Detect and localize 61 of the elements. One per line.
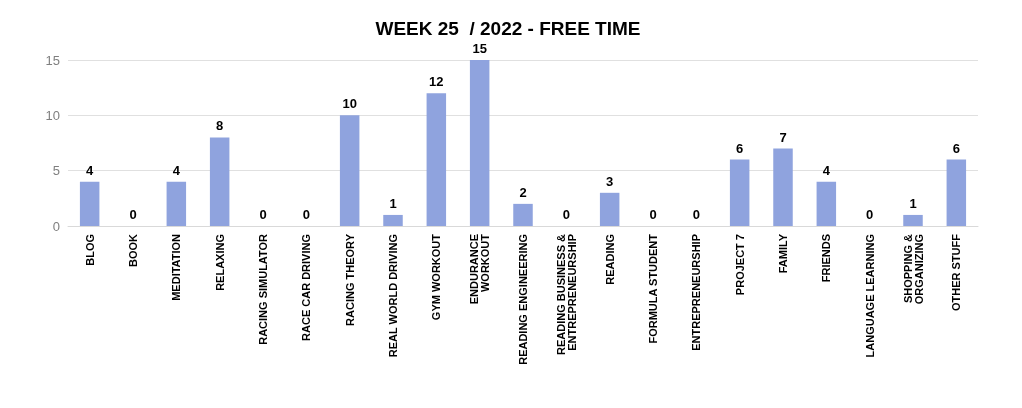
x-tick-label: BOOK	[127, 233, 139, 267]
bar	[816, 181, 837, 226]
x-tick-label: RACING THEORY	[343, 233, 356, 326]
data-label: 3	[606, 173, 614, 189]
bar	[209, 137, 230, 226]
y-tick-label: 15	[45, 52, 60, 68]
x-tick-label: FRIENDS	[820, 234, 833, 283]
y-tick-label: 0	[52, 218, 60, 234]
data-label: 7	[779, 129, 787, 145]
bar	[729, 159, 750, 226]
y-tick-label: 5	[52, 163, 60, 179]
bar	[79, 181, 100, 226]
x-tick-label: ENTREPRENEURSHIP	[690, 234, 703, 351]
data-label: 8	[216, 118, 224, 134]
x-tick-label: READING BUSINESS & ENTREPRENEURSHIP	[554, 233, 578, 356]
bar	[469, 60, 490, 226]
data-label: 0	[259, 207, 267, 222]
data-label: 0	[302, 207, 310, 222]
bar	[773, 148, 793, 226]
bar	[513, 203, 533, 226]
data-label: 10	[342, 96, 357, 112]
x-tick-label: PROJECT 7	[733, 234, 746, 296]
bar	[599, 192, 620, 226]
data-label: 2	[519, 184, 527, 200]
x-tick-label: READING	[603, 234, 616, 285]
bar	[426, 93, 447, 226]
x-tick-label: MEDITATION	[170, 233, 183, 301]
data-label: 12	[429, 74, 444, 90]
y-tick-label: 10	[45, 107, 60, 123]
bar	[383, 214, 403, 226]
data-label: 6	[952, 140, 960, 156]
x-tick-label: FAMILY	[777, 233, 789, 274]
data-label: 0	[692, 207, 700, 222]
data-label: 1	[909, 195, 917, 211]
bar	[903, 214, 923, 226]
data-label: 4	[172, 162, 181, 178]
bar	[166, 181, 187, 226]
data-label: 1	[389, 195, 397, 211]
x-tick-label: BLOG	[83, 234, 96, 266]
x-tick-label: RELAXING	[213, 234, 226, 291]
data-label: 4	[822, 162, 831, 178]
x-tick-label: FORMULA STUDENT	[647, 233, 659, 344]
bar	[946, 159, 967, 226]
chart-title: WEEK 25 / 2022 - FREE TIME	[375, 18, 641, 39]
x-tick-label: OTHER STUFF	[950, 233, 963, 311]
x-tick-label: REAL WORLD DRIVING	[387, 234, 399, 358]
x-tick-label: GYM WORKOUT	[430, 233, 443, 321]
data-label: 0	[649, 207, 657, 222]
data-label: 0	[129, 207, 137, 222]
x-tick-label: RACING SIMULATOR	[257, 233, 269, 345]
bar	[339, 115, 360, 226]
x-tick-label: ENDURANCE WORKOUT	[468, 233, 492, 305]
data-label: 0	[562, 207, 570, 222]
x-tick-label: READING ENGINEERING	[517, 234, 529, 365]
x-tick-label: SHOPPING & ORGANIZING	[901, 233, 925, 305]
data-label: 4	[86, 162, 95, 178]
data-label: 6	[736, 140, 744, 156]
data-label: 0	[866, 207, 874, 222]
x-tick-label: RACE CAR DRIVING	[300, 234, 313, 341]
x-tick-label: LANGUAGE LEARNING	[863, 234, 876, 358]
data-label: 15	[472, 41, 487, 56]
